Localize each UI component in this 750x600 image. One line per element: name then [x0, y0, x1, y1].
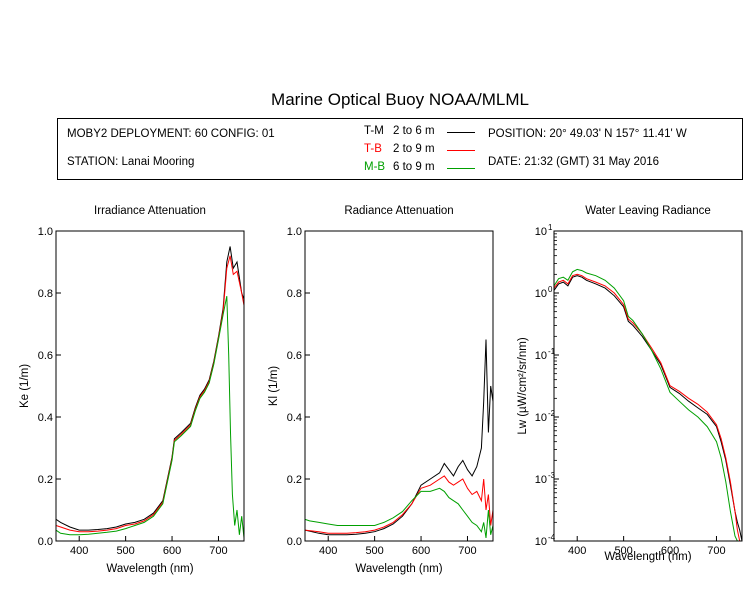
- y-axis-label: Lw (µW/cm²/sr/nm): [517, 337, 529, 435]
- info-box: MOBY2 DEPLOYMENT: 60 CONFIG: 01 STATION:…: [57, 118, 743, 180]
- series-line-t-m: [56, 246, 244, 531]
- x-axis-label: Wavelength (nm): [604, 551, 691, 563]
- series-line-t-b: [554, 273, 742, 541]
- y-tick-label: 0.2: [287, 474, 302, 486]
- y-tick-label: 0.4: [287, 412, 302, 424]
- legend-line-mb: [447, 168, 475, 169]
- y-tick-exponent: -1: [548, 347, 556, 356]
- legend-code-mb: M-B: [364, 161, 386, 173]
- y-tick-label: 10: [535, 350, 547, 362]
- x-tick-label: 500: [614, 545, 632, 557]
- y-tick-exponent: 1: [548, 223, 553, 232]
- x-axis-label: Wavelength (nm): [106, 563, 193, 575]
- x-tick-label: 400: [319, 545, 337, 557]
- y-tick-exponent: -2: [548, 409, 556, 418]
- legend-range-mb: 6 to 9 m: [393, 161, 435, 173]
- x-tick-label: 600: [661, 545, 679, 557]
- y-tick-label: 1.0: [287, 226, 302, 238]
- panel-title-irradiance: Irradiance Attenuation: [94, 205, 206, 217]
- x-tick-label: 400: [70, 545, 88, 557]
- legend-range-tb: 2 to 9 m: [393, 143, 435, 155]
- chart-panel-0: 400 500 600 700 0.0 0.2 0.4 0.6 0.8 1.0 Wavelength…: [19, 226, 245, 575]
- y-tick-label: 10: [535, 412, 547, 424]
- y-tick-label: 1.0: [38, 226, 53, 238]
- y-tick-label: 0.8: [287, 288, 302, 300]
- x-tick-label: 600: [412, 545, 430, 557]
- page-title: Marine Optical Buoy NOAA/MLML: [271, 90, 529, 109]
- y-tick-label: 0.6: [38, 350, 53, 362]
- y-tick-exponent: -4: [548, 533, 556, 542]
- legend-code-tb: T-B: [364, 143, 382, 155]
- plot-frame: [304, 230, 494, 542]
- x-tick-label: 700: [458, 545, 476, 557]
- y-tick-label: 0.2: [38, 474, 53, 486]
- station-label: STATION: Lanai Mooring: [67, 156, 195, 168]
- legend-line-tb: [447, 150, 475, 151]
- x-tick-label: 500: [365, 545, 383, 557]
- x-tick-label: 500: [116, 545, 134, 557]
- series-line-t-b: [56, 255, 244, 533]
- series-line-t-m: [554, 275, 742, 541]
- x-tick-label: 700: [707, 545, 725, 557]
- series-line-m-b: [305, 487, 493, 538]
- panel-title-water-leaving: Water Leaving Radiance: [585, 205, 711, 217]
- y-axis-label: Ke (1/m): [19, 364, 31, 408]
- series-line-t-b: [305, 475, 493, 534]
- y-tick-exponent: -3: [548, 471, 556, 480]
- x-tick-label: 600: [163, 545, 181, 557]
- panel-title-radiance: Radiance Attenuation: [344, 205, 454, 217]
- x-tick-label: 700: [209, 545, 227, 557]
- y-tick-label: 0.4: [38, 412, 53, 424]
- series-line-t-m: [305, 339, 493, 536]
- y-tick-label: 0.0: [287, 536, 302, 548]
- y-tick-label: 10: [535, 288, 547, 300]
- y-tick-label: 10: [535, 474, 547, 486]
- series-line-m-b: [56, 296, 244, 538]
- legend-code-tm: T-M: [364, 125, 384, 137]
- legend-line-tm: [447, 132, 475, 133]
- series-line-m-b: [554, 268, 738, 541]
- plot-frame: [553, 230, 743, 542]
- x-axis-label: Wavelength (nm): [355, 563, 442, 575]
- y-tick-label: 0.0: [38, 536, 53, 548]
- y-tick-exponent: 0: [548, 285, 553, 294]
- y-tick-label: 0.6: [287, 350, 302, 362]
- date-label: DATE: 21:32 (GMT) 31 May 2016: [488, 156, 660, 168]
- deployment-label: MOBY2 DEPLOYMENT: 60 CONFIG: 01: [67, 128, 275, 140]
- y-tick-label: 10: [535, 226, 547, 238]
- chart-panel-1: 400 500 600 700 0.0 0.2 0.4 0.6 0.8 1.0 Wavelength…: [268, 226, 494, 575]
- y-tick-label: 10: [535, 536, 547, 548]
- y-tick-label: 0.8: [38, 288, 53, 300]
- position-label: POSITION: 20° 49.03' N 157° 11.41' W: [488, 128, 687, 140]
- x-tick-label: 400: [568, 545, 586, 557]
- plot-frame: [55, 230, 245, 542]
- y-axis-label: Kl (1/m): [268, 366, 280, 406]
- legend-range-tm: 2 to 6 m: [393, 125, 435, 137]
